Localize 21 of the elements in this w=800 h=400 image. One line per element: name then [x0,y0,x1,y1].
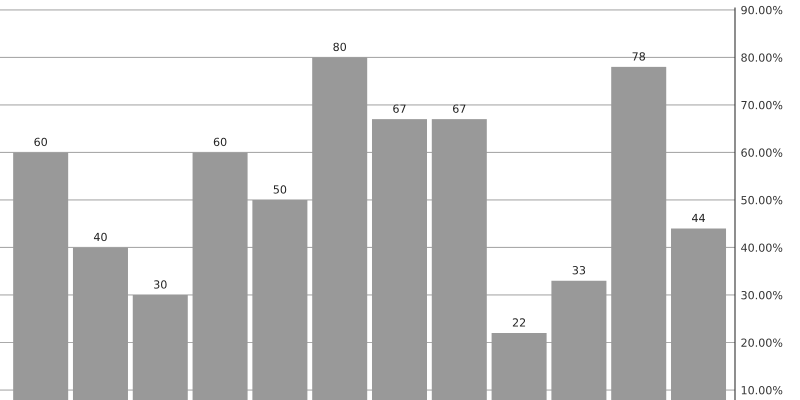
y-tick-label: 60.00% [741,148,782,157]
data-label: 40 [94,232,107,242]
y-tick-label: 50.00% [741,196,782,204]
data-label: 78 [632,52,646,61]
data-label: 60 [214,138,226,146]
y-tick-label: 70.00% [741,100,782,110]
y-tick-label: 20.00% [741,338,782,347]
data-label: 30 [154,280,167,289]
data-label: 67 [453,104,466,113]
y-tick-label: 40.00% [741,243,782,252]
y-tick-label: 30.00% [741,290,782,300]
y-tick-label: 10.00% [742,386,782,394]
data-label: 50 [274,185,286,194]
y-tick-label: 80.00% [741,53,782,62]
data-label: 80 [333,42,346,52]
data-label: 67 [393,104,406,113]
y-tick-label: 90.00% [741,6,782,14]
data-label: 33 [572,266,586,274]
data-label: 44 [692,214,705,222]
data-label: 22 [512,318,526,327]
data-label: 60 [34,138,47,146]
